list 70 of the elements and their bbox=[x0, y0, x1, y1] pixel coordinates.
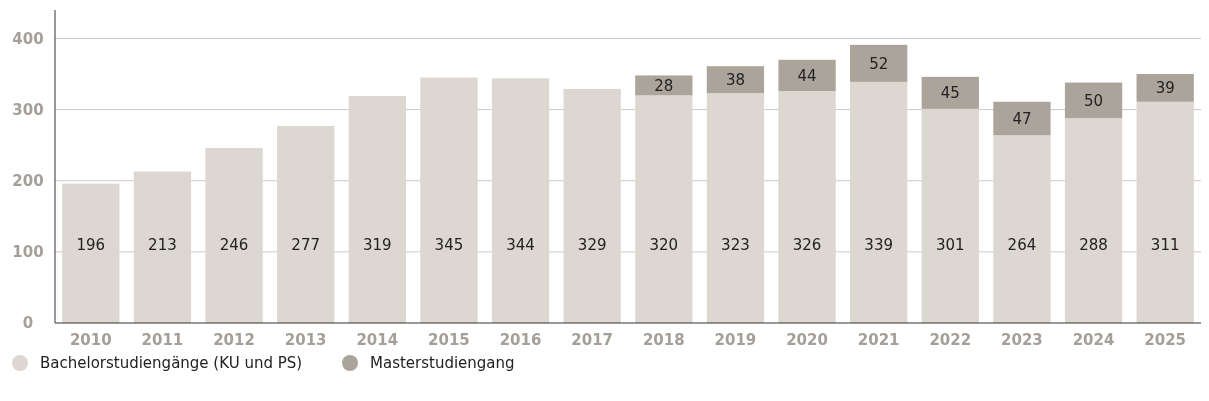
data-label: 320 bbox=[649, 236, 679, 255]
bar bbox=[850, 44, 908, 82]
bar bbox=[921, 108, 979, 323]
x-tick-label: 2016 bbox=[499, 331, 542, 349]
bar bbox=[563, 88, 621, 323]
x-tick-label: 2015 bbox=[428, 331, 470, 349]
x-tick-label: 2011 bbox=[141, 331, 184, 349]
bar bbox=[133, 171, 192, 323]
data-label: 301 bbox=[935, 236, 965, 255]
y-tick-label: 0 bbox=[22, 314, 34, 333]
data-label: 319 bbox=[362, 236, 392, 255]
y-tick-label: 200 bbox=[12, 171, 44, 190]
data-label: 264 bbox=[1007, 236, 1037, 255]
data-label: 50 bbox=[1084, 91, 1104, 110]
x-tick-label: 2013 bbox=[284, 331, 327, 349]
data-label: 246 bbox=[219, 236, 249, 255]
data-label: 39 bbox=[1155, 79, 1175, 98]
data-label: 47 bbox=[1012, 109, 1032, 128]
bar bbox=[706, 66, 765, 94]
bar bbox=[778, 91, 836, 323]
data-label: 196 bbox=[76, 236, 106, 255]
data-label: 277 bbox=[291, 236, 321, 255]
bar bbox=[1136, 74, 1194, 102]
x-tick-label: 2025 bbox=[1144, 331, 1187, 349]
x-tick-label: 2014 bbox=[356, 331, 399, 349]
x-tick-label: 2017 bbox=[571, 331, 614, 349]
data-label: 288 bbox=[1079, 236, 1108, 255]
x-tick-label: 2012 bbox=[213, 331, 255, 349]
data-label: 28 bbox=[654, 76, 674, 95]
data-label: 38 bbox=[725, 70, 745, 89]
x-tick-label: 2020 bbox=[786, 331, 828, 349]
bar bbox=[1136, 101, 1194, 323]
x-tick-label: 2024 bbox=[1072, 331, 1115, 349]
bar bbox=[993, 101, 1051, 136]
x-tick-label: 2022 bbox=[929, 331, 972, 349]
bar bbox=[491, 78, 550, 323]
data-label: 344 bbox=[506, 236, 535, 255]
bar bbox=[778, 59, 836, 92]
bar bbox=[1064, 118, 1123, 323]
x-tick-label: 2010 bbox=[69, 331, 112, 349]
y-tick-label: 400 bbox=[12, 29, 44, 48]
x-tick-label: 2019 bbox=[714, 331, 757, 349]
bar bbox=[1064, 82, 1123, 119]
data-label: 45 bbox=[940, 84, 960, 103]
bar bbox=[635, 95, 693, 323]
data-label: 326 bbox=[792, 236, 822, 255]
data-label: 52 bbox=[869, 54, 889, 73]
bar bbox=[348, 96, 406, 323]
bar bbox=[277, 125, 335, 323]
data-label: 323 bbox=[721, 236, 750, 255]
y-tick-label: 300 bbox=[12, 100, 44, 119]
x-tick-label: 2023 bbox=[1001, 331, 1043, 349]
bar bbox=[706, 93, 765, 323]
legend-label: Masterstudiengang bbox=[370, 354, 515, 373]
bar bbox=[921, 76, 979, 109]
data-label: 345 bbox=[434, 236, 464, 255]
bar bbox=[420, 77, 478, 323]
x-tick-label: 2021 bbox=[857, 331, 900, 349]
data-label: 213 bbox=[148, 236, 177, 255]
data-label: 329 bbox=[577, 236, 607, 255]
x-tick-label: 2018 bbox=[642, 331, 685, 349]
bar bbox=[205, 148, 263, 323]
y-tick-label: 100 bbox=[12, 243, 44, 262]
data-label: 339 bbox=[864, 236, 894, 255]
data-label: 44 bbox=[797, 66, 817, 85]
data-label: 311 bbox=[1150, 236, 1180, 255]
bar bbox=[850, 81, 908, 323]
legend-label: Bachelorstudiengänge (KU und PS) bbox=[40, 354, 303, 373]
bar bbox=[993, 135, 1051, 323]
bar bbox=[62, 183, 120, 323]
